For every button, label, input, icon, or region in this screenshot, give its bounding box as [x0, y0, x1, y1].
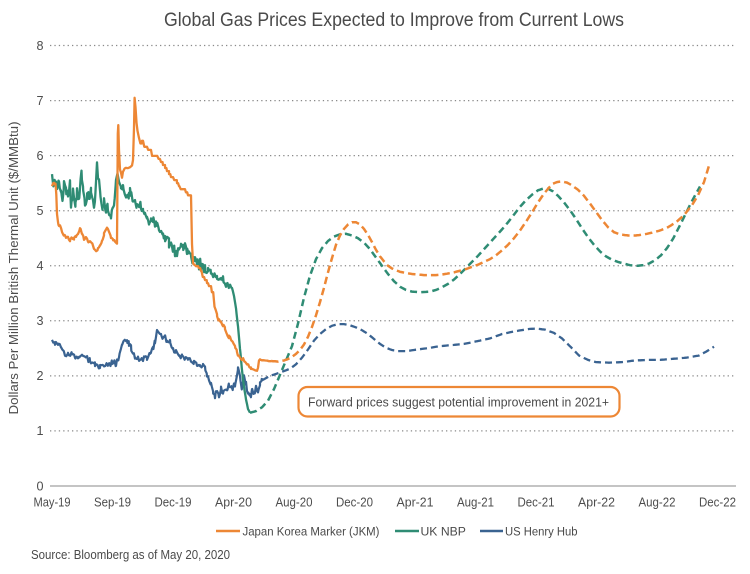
svg-text:Apr-20: Apr-20 [215, 496, 252, 510]
svg-text:Source: Bloomberg as of May 20: Source: Bloomberg as of May 20, 2020 [31, 548, 230, 562]
svg-text:5: 5 [36, 204, 43, 218]
svg-text:UK NBP: UK NBP [421, 525, 466, 539]
svg-text:Forward prices suggest potenti: Forward prices suggest potential improve… [308, 395, 609, 410]
svg-text:Dec-21: Dec-21 [518, 496, 555, 510]
svg-text:0: 0 [36, 479, 43, 493]
svg-text:May-19: May-19 [34, 496, 71, 510]
svg-text:2: 2 [36, 369, 43, 383]
svg-text:1: 1 [36, 424, 43, 438]
svg-text:Aug-22: Aug-22 [639, 496, 676, 510]
svg-text:Global Gas Prices Expected to: Global Gas Prices Expected to Improve fr… [164, 10, 624, 31]
svg-text:Japan Korea Marker (JKM): Japan Korea Marker (JKM) [243, 525, 380, 539]
svg-text:8: 8 [36, 39, 43, 53]
svg-text:4: 4 [36, 259, 43, 273]
svg-text:Dollars Per Million British Th: Dollars Per Million British Thermal Unit… [6, 122, 21, 415]
svg-text:Aug-20: Aug-20 [276, 496, 313, 510]
svg-text:Aug-21: Aug-21 [457, 496, 494, 510]
svg-text:Dec-19: Dec-19 [155, 496, 192, 510]
svg-text:Apr-21: Apr-21 [397, 496, 434, 510]
svg-text:Dec-20: Dec-20 [336, 496, 373, 510]
svg-text:7: 7 [36, 94, 43, 108]
svg-text:Dec-22: Dec-22 [699, 496, 736, 510]
svg-text:US Henry Hub: US Henry Hub [505, 525, 578, 539]
svg-text:3: 3 [36, 314, 43, 328]
svg-text:Sep-19: Sep-19 [94, 496, 131, 510]
svg-text:6: 6 [36, 149, 43, 163]
svg-text:Apr-22: Apr-22 [578, 496, 615, 510]
